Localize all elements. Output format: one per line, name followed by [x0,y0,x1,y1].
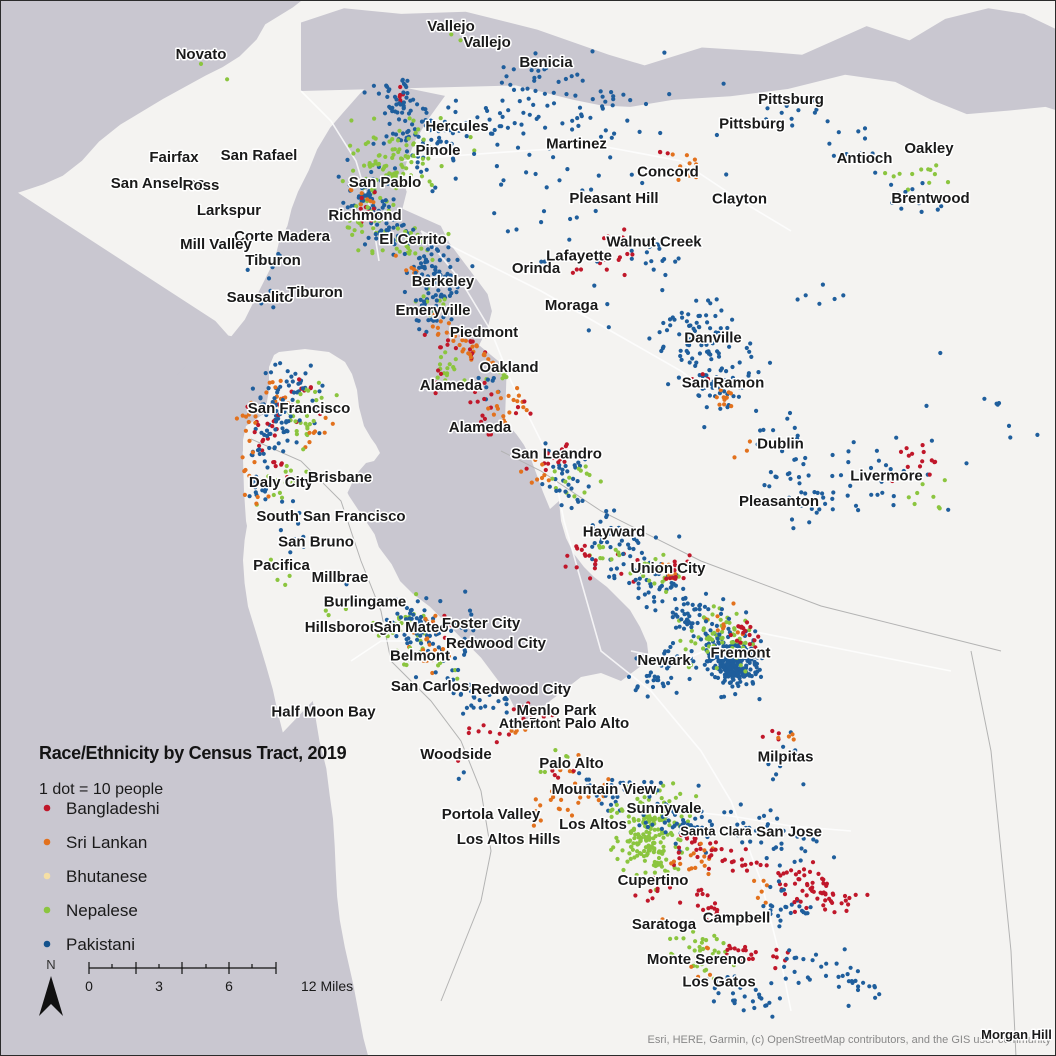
svg-text:Walnut Creek: Walnut Creek [606,234,702,251]
svg-text:Novato: Novato [176,46,227,63]
svg-text:Emeryville: Emeryville [395,302,470,319]
svg-text:San Leandro: San Leandro [511,446,602,463]
svg-text:San Carlos: San Carlos [391,678,469,695]
svg-text:Foster City: Foster City [442,615,521,632]
svg-text:Mill Valley: Mill Valley [180,236,252,253]
svg-text:Pittsburg: Pittsburg [719,116,785,133]
svg-text:Larkspur: Larkspur [197,202,261,219]
svg-text:Pleasant Hill: Pleasant Hill [569,190,658,207]
svg-text:Campbell: Campbell [703,910,771,927]
svg-text:Redwood City: Redwood City [471,681,572,698]
svg-text:El Cerrito: El Cerrito [379,231,447,248]
svg-text:Milpitas: Milpitas [758,749,814,766]
svg-text:San Francisco: San Francisco [248,400,351,417]
svg-text:Millbrae: Millbrae [312,569,369,586]
svg-text:Moraga: Moraga [545,297,599,314]
svg-text:Pacifica: Pacifica [253,557,310,574]
svg-text:Cupertino: Cupertino [618,872,689,889]
svg-text:Dublin: Dublin [757,436,804,453]
svg-text:Bhutanese: Bhutanese [66,867,147,886]
svg-text:Vallejo: Vallejo [463,34,511,51]
svg-text:Hayward: Hayward [583,524,646,541]
svg-text:6: 6 [225,978,233,994]
svg-text:Bangladeshi: Bangladeshi [66,799,160,818]
svg-text:Alameda: Alameda [420,377,483,394]
svg-text:Lafayette: Lafayette [546,248,612,265]
svg-text:Redwood City: Redwood City [446,635,547,652]
svg-text:Danville: Danville [684,330,742,347]
svg-text:Atherton: Atherton [499,715,557,731]
svg-text:Race/Ethnicity by Census Tract: Race/Ethnicity by Census Tract, 2019 [39,743,347,763]
svg-text:Oakley: Oakley [904,140,954,157]
svg-text:Nepalese: Nepalese [66,901,138,920]
svg-text:Sunnyvale: Sunnyvale [626,800,701,817]
svg-text:Ross: Ross [183,177,220,194]
svg-text:Half Moon Bay: Half Moon Bay [271,704,376,721]
svg-text:Fremont: Fremont [711,645,771,662]
svg-text:Brentwood: Brentwood [891,190,969,207]
svg-text:12 Miles: 12 Miles [301,978,353,994]
svg-text:Pleasanton: Pleasanton [739,493,819,510]
svg-text:Palo Alto: Palo Alto [539,755,603,772]
svg-text:0: 0 [85,978,93,994]
svg-text:Clayton: Clayton [712,191,767,208]
svg-text:1 dot = 10 people: 1 dot = 10 people [39,781,163,798]
svg-text:Concord: Concord [637,164,699,181]
svg-text:Los Gatos: Los Gatos [682,974,755,991]
svg-text:Livermore: Livermore [850,468,923,485]
svg-text:Brisbane: Brisbane [308,469,372,486]
svg-text:Morgan Hill: Morgan Hill [981,1027,1052,1042]
svg-text:Mountain View: Mountain View [552,781,657,798]
svg-text:South San Francisco: South San Francisco [256,508,405,525]
svg-text:Vallejo: Vallejo [427,18,475,35]
svg-text:Richmond: Richmond [328,207,401,224]
svg-text:Saratoga: Saratoga [632,916,697,933]
svg-text:San Ramon: San Ramon [682,375,765,392]
svg-text:Woodside: Woodside [420,746,491,763]
svg-text:Sausalito: Sausalito [227,289,294,306]
svg-text:Hercules: Hercules [425,118,488,135]
svg-text:Pittsburg: Pittsburg [758,91,824,108]
svg-text:Martinez: Martinez [546,136,607,153]
svg-text:San Jose: San Jose [756,824,822,841]
svg-text:Belmont: Belmont [390,648,450,665]
svg-text:3: 3 [155,978,163,994]
svg-text:San Bruno: San Bruno [278,534,354,551]
svg-text:Daly City: Daly City [249,474,314,491]
svg-text:Tiburon: Tiburon [245,252,301,269]
svg-text:Berkeley: Berkeley [412,273,475,290]
svg-text:Antioch: Antioch [837,150,893,167]
svg-text:San Rafael: San Rafael [221,147,298,164]
svg-text:Piedmont: Piedmont [450,324,518,341]
svg-text:Portola Valley: Portola Valley [442,806,541,823]
svg-text:Los Altos Hills: Los Altos Hills [457,831,561,848]
svg-text:Oakland: Oakland [479,359,538,376]
svg-text:Fairfax: Fairfax [149,149,199,166]
svg-text:Benicia: Benicia [519,54,573,71]
svg-text:Newark: Newark [637,652,691,669]
svg-text:Santa Clara: Santa Clara [680,824,752,839]
svg-text:Alameda: Alameda [449,419,512,436]
svg-text:Sri Lankan: Sri Lankan [66,833,147,852]
svg-text:San Mateo: San Mateo [373,619,448,636]
svg-text:San Pablo: San Pablo [349,174,422,191]
svg-text:Los Altos: Los Altos [559,816,627,833]
svg-text:Union City: Union City [631,560,707,577]
svg-text:Pinole: Pinole [415,142,460,159]
svg-text:Tiburon: Tiburon [287,284,343,301]
svg-text:Pakistani: Pakistani [66,935,135,954]
svg-text:N: N [46,957,55,972]
svg-text:Monte Sereno: Monte Sereno [647,951,746,968]
svg-text:Burlingame: Burlingame [324,594,407,611]
